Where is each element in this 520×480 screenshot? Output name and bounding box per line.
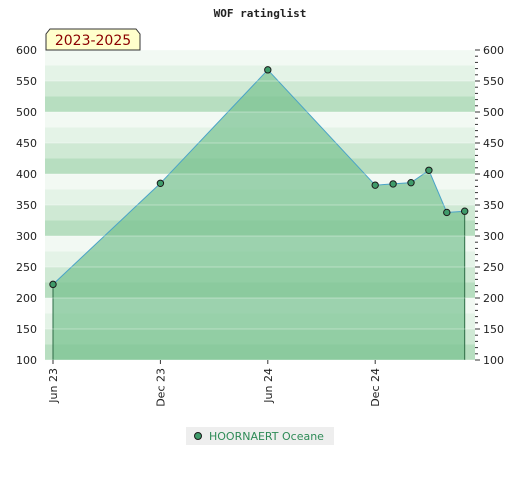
period-label: 2023-2025 (55, 33, 131, 49)
chart-title: WOF ratinglist (214, 7, 307, 20)
data-point (264, 66, 272, 74)
data-point (407, 178, 415, 187)
period-badge-box (45, 28, 141, 51)
y-tick-label-left: 250 (16, 261, 37, 274)
y-tick-label-right: 550 (483, 75, 504, 88)
y-tick-label-left: 300 (16, 230, 37, 243)
data-points (49, 66, 469, 289)
x-tick-label: Dec 24 (369, 368, 382, 407)
data-point (425, 166, 433, 174)
left-y-axis: 100 150 200 250 300 350 400 450 500 550 600 (16, 44, 37, 367)
background-band (45, 65, 475, 81)
y-tick-label-left: 400 (16, 168, 37, 181)
y-tick-label-left: 150 (16, 323, 37, 336)
area-fill (53, 69, 465, 360)
legend-series-name: HOORNAERT Oceane (209, 429, 324, 443)
y-tick-label-left: 350 (16, 199, 37, 212)
data-point (49, 280, 57, 289)
legend: HOORNAERT Oceane (186, 427, 334, 445)
x-axis: Jun 23 Dec 23 Jun 24 Dec 24 (47, 360, 382, 407)
data-point (156, 179, 165, 188)
y-tick-label-left: 100 (16, 354, 37, 367)
data-point (371, 181, 379, 189)
y-tick-label-right: 100 (483, 354, 504, 367)
y-tick-label-left: 600 (16, 44, 37, 57)
y-tick-label-right: 300 (483, 230, 504, 243)
x-tick-label: Jun 23 (47, 368, 60, 404)
y-tick-label-right: 500 (483, 106, 504, 119)
period-badge: 2023-2025 (45, 28, 141, 51)
y-tick-label-right: 200 (483, 292, 504, 305)
data-point (443, 208, 451, 217)
y-tick-label-right: 450 (483, 137, 504, 150)
y-tick-label-right: 400 (483, 168, 504, 181)
y-tick-label-left: 500 (16, 106, 37, 119)
y-tick-label-right: 250 (483, 261, 504, 274)
x-tick-label: Jun 24 (262, 368, 275, 404)
data-point (389, 180, 397, 188)
y-tick-label-right: 150 (483, 323, 504, 336)
right-y-axis: 100 150 200 250 300 350 400 450 500 550 600 (475, 44, 504, 367)
x-tick-label: Dec 23 (154, 368, 167, 407)
legend-marker (194, 432, 202, 440)
y-tick-label-left: 450 (16, 137, 37, 150)
background-band (45, 50, 475, 66)
y-tick-label-right: 350 (483, 199, 504, 212)
y-tick-label-right: 600 (483, 44, 504, 57)
data-point (461, 207, 469, 215)
y-tick-label-left: 200 (16, 292, 37, 305)
y-tick-label-left: 550 (16, 75, 37, 88)
